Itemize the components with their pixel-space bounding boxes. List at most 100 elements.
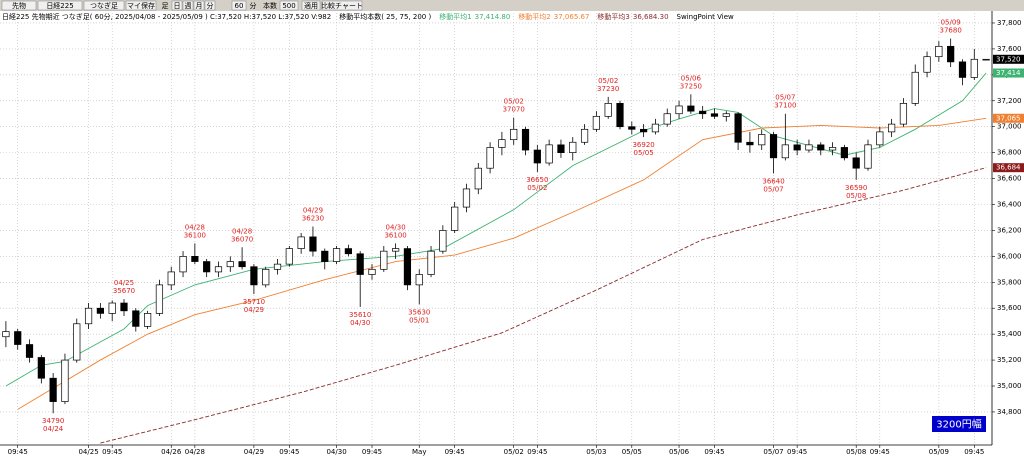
candle-body [699, 110, 707, 115]
toolbar-button[interactable] [1, 0, 37, 11]
toolbar-label[interactable]: 週 [185, 1, 192, 10]
swing-date: 05/02 [598, 77, 618, 85]
legend-name: 移動平均3 [597, 12, 629, 21]
y-tick-label: 36,000 [997, 252, 1022, 260]
toolbar-button[interactable] [193, 0, 205, 11]
range-label: 3200円幅 [936, 418, 981, 431]
candle-body [876, 131, 884, 146]
x-tick-label: 09:45 [527, 448, 547, 456]
swing-date: 05/09 [941, 19, 961, 27]
candle-body [344, 248, 352, 255]
swing-date: 05/02 [504, 98, 524, 106]
candle-body [25, 344, 34, 358]
swing-date: 05/07 [775, 94, 795, 102]
toolbar-label[interactable]: 日 [174, 2, 181, 10]
toolbar-label[interactable]: 比較チャート [321, 1, 363, 10]
candle-body [817, 144, 825, 151]
toolbar-label[interactable]: 60 [235, 2, 244, 10]
candle-body [84, 307, 93, 325]
candle-body [226, 261, 234, 268]
toolbar-button[interactable] [171, 0, 183, 11]
swing-price: 36100 [184, 231, 206, 239]
candle-body [214, 266, 223, 273]
swing-date: 05/07 [763, 185, 783, 193]
toolbar-label[interactable]: つなぎ足 [90, 1, 118, 10]
candle-body [462, 188, 471, 208]
toolbar-button[interactable] [37, 0, 83, 11]
swing-price: 36640 [762, 177, 784, 185]
y-tick-label: 37,000 [997, 123, 1022, 131]
toolbar-label[interactable]: 月 [196, 2, 203, 10]
candle-body [651, 123, 660, 133]
price-tag [993, 54, 1024, 64]
view-label: SwingPoint View [677, 13, 734, 21]
y-tick-label: 36,400 [997, 200, 1022, 208]
candle-body [427, 250, 435, 275]
candle-body [510, 128, 518, 141]
x-tick-label: 05/09 [929, 448, 949, 456]
x-tick-label: 05/06 [669, 448, 690, 456]
price-tag [993, 113, 1024, 123]
swing-date: 04/25 [114, 279, 134, 287]
toolbar-label[interactable]: 分 [207, 1, 214, 10]
candle-body [911, 71, 919, 104]
candle-body [392, 248, 400, 252]
x-tick-label: 09:45 [279, 448, 299, 456]
candle-body [285, 248, 293, 265]
swing-date: 04/28 [232, 227, 252, 235]
toolbar-button[interactable] [301, 0, 321, 11]
candle-body [108, 302, 116, 314]
swing-price: 37230 [597, 85, 619, 93]
legend-value: 37,065.67 [554, 13, 590, 21]
candle-body [451, 206, 459, 231]
swing-price: 36070 [231, 235, 253, 243]
candle-body [498, 139, 506, 148]
toolbar-label[interactable]: 先物 [12, 1, 26, 10]
toolbar-label[interactable]: マイ保存 [127, 1, 155, 10]
swing-price: 34790 [42, 417, 64, 425]
x-tick-label: 04/26 [161, 448, 182, 456]
swing-date: 04/29 [303, 207, 323, 215]
candle-body [793, 144, 801, 151]
candle-body [722, 113, 730, 117]
y-tick-label: 34,800 [997, 408, 1022, 416]
x-tick-label: 04/29 [244, 448, 264, 456]
y-tick-label: 35,400 [997, 330, 1022, 338]
x-tick-label: 04/30 [326, 448, 346, 456]
toolbar-button[interactable] [83, 0, 125, 11]
swing-date: 05/06 [681, 74, 702, 82]
candle-body [640, 128, 648, 133]
swing-price: 35630 [408, 308, 430, 316]
candle-body [852, 157, 860, 169]
toolbar-button[interactable] [204, 0, 216, 11]
candle-body [238, 261, 246, 268]
candle-body [37, 357, 45, 379]
candle-body [250, 266, 258, 286]
y-tick-label: 37,600 [997, 45, 1022, 53]
x-tick-label: May [412, 448, 426, 456]
toolbar-button[interactable] [279, 0, 299, 11]
candle-body [415, 274, 423, 286]
candle-body [864, 144, 872, 169]
toolbar-label[interactable]: 500 [282, 2, 295, 10]
toolbar-button[interactable] [231, 0, 247, 11]
toolbar-label[interactable]: 適用 [304, 1, 318, 10]
price-tag [993, 163, 1024, 173]
candle-body [958, 61, 967, 78]
candle-body [403, 248, 412, 286]
toolbar-button[interactable] [321, 0, 363, 11]
price-tag-label: 37,065 [996, 114, 1021, 122]
toolbar-label: 本数 [263, 1, 277, 10]
x-tick-label: 09:45 [445, 448, 465, 456]
swing-date: 05/02 [527, 184, 547, 192]
x-tick-label: 09:45 [964, 448, 984, 456]
candle-body [569, 141, 577, 153]
toolbar-button[interactable] [182, 0, 194, 11]
toolbar-button[interactable] [125, 0, 157, 11]
candle-body [604, 103, 612, 117]
candle-body [191, 256, 199, 262]
swing-price: 36920 [632, 141, 654, 149]
ma-info: 移動平均本数( 25, 75, 200 ) [339, 12, 431, 21]
candle-body [2, 331, 10, 338]
toolbar-label[interactable]: 日経225 [46, 1, 73, 10]
